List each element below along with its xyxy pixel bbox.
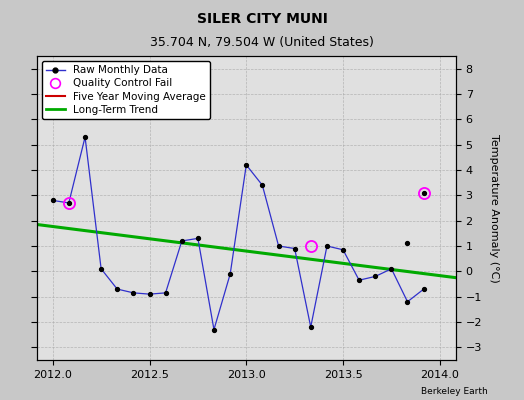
- Legend: Raw Monthly Data, Quality Control Fail, Five Year Moving Average, Long-Term Tren: Raw Monthly Data, Quality Control Fail, …: [42, 61, 210, 119]
- Text: SILER CITY MUNI: SILER CITY MUNI: [196, 12, 328, 26]
- Y-axis label: Temperature Anomaly (°C): Temperature Anomaly (°C): [489, 134, 499, 282]
- Text: 35.704 N, 79.504 W (United States): 35.704 N, 79.504 W (United States): [150, 36, 374, 49]
- Text: Berkeley Earth: Berkeley Earth: [421, 387, 487, 396]
